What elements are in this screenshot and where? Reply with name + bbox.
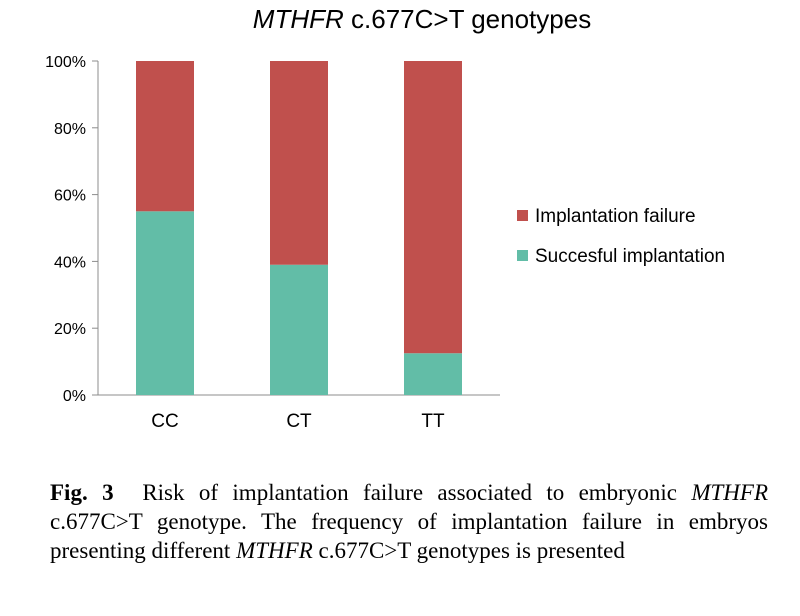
legend-swatch [517, 250, 528, 261]
x-tick-label: CC [151, 411, 178, 432]
chart-title-italic: MTHFR [253, 4, 344, 34]
caption-text-3: c.677C>T genotypes is presented [312, 538, 625, 563]
caption-label: Fig. 3 [50, 480, 114, 505]
figure-caption: Fig. 3 Risk of implantation failure asso… [50, 478, 768, 565]
bar-segment [270, 61, 328, 265]
stacked-bar-chart: MTHFR c.677C>T genotypes 0% 20% 40% 60% 80% 1… [45, 4, 725, 432]
x-tick-label: CT [286, 411, 312, 432]
x-tick-label: TT [421, 411, 445, 432]
bar-segment [404, 353, 462, 395]
chart-title-rest: c.677C>T genotypes [344, 4, 591, 34]
legend-swatch [517, 210, 528, 221]
bar-segment [136, 61, 194, 212]
caption-text-2: c.677C>T genotype. The frequency of impl… [50, 509, 768, 563]
y-tick-label: 20% [54, 321, 86, 338]
caption-gene-1: MTHFR [691, 480, 768, 505]
bar-segment [136, 211, 194, 395]
chart-bars [136, 61, 462, 395]
caption-text-1: Risk of implantation failure associated … [142, 480, 692, 505]
bar-segment [270, 264, 328, 395]
y-tick-label: 60% [54, 188, 86, 205]
chart-title: MTHFR c.677C>T genotypes [253, 4, 591, 34]
y-tick-label: 80% [54, 121, 86, 138]
chart-legend: Implantation failure Succesful implantati… [517, 206, 725, 267]
legend-label: Implantation failure [535, 206, 696, 227]
y-tick-label: 0% [63, 388, 86, 405]
caption-gene-2: MTHFR [236, 538, 313, 563]
chart-axes: 0% 20% 40% 60% 80% 100% CC CT TT [45, 54, 500, 432]
y-tick-label: 40% [54, 254, 86, 271]
bar-segment [404, 61, 462, 354]
y-tick-label: 100% [45, 54, 86, 71]
legend-label: Succesful implantation [535, 246, 725, 267]
